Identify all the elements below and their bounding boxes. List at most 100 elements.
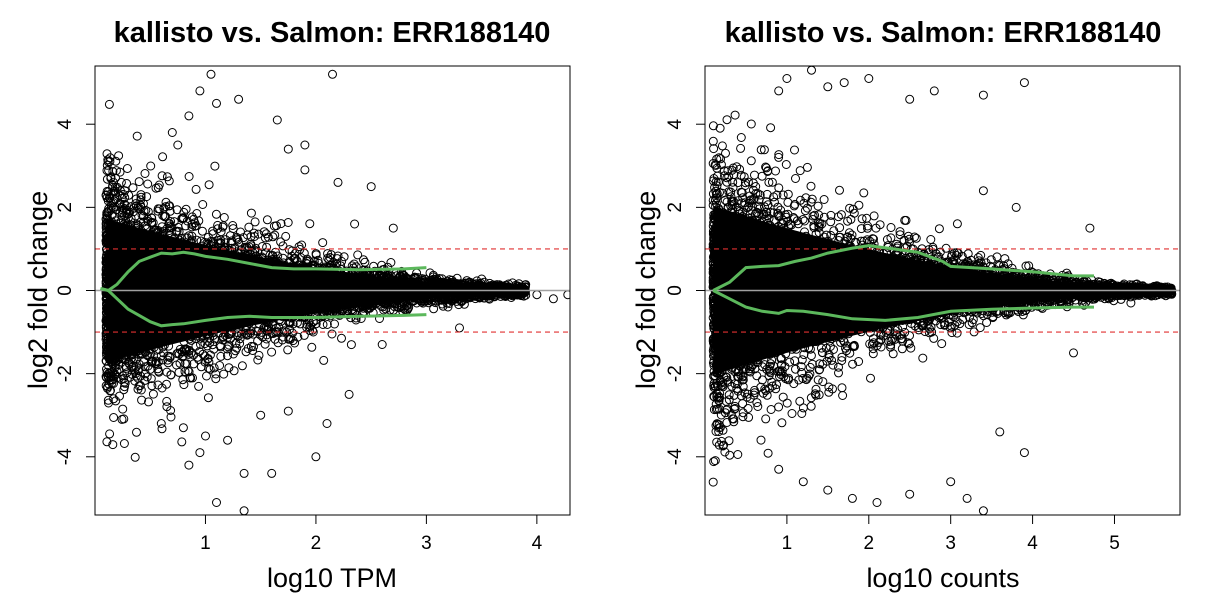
data-point xyxy=(346,340,356,350)
data-point xyxy=(110,360,120,370)
data-point xyxy=(164,226,174,235)
data-point xyxy=(116,202,126,212)
data-point xyxy=(102,437,112,447)
data-point xyxy=(104,99,114,109)
data-point xyxy=(392,302,402,311)
data-point xyxy=(215,361,225,370)
data-point xyxy=(114,151,124,161)
data-point xyxy=(117,414,127,424)
data-point xyxy=(162,223,172,233)
data-point xyxy=(211,374,221,384)
data-point xyxy=(276,219,286,229)
data-point xyxy=(121,363,131,373)
scatter-points xyxy=(101,69,570,515)
data-point xyxy=(108,181,118,190)
data-point xyxy=(108,167,118,177)
data-point xyxy=(425,268,435,278)
data-point xyxy=(175,358,185,368)
data-point xyxy=(262,215,272,225)
data-point xyxy=(297,240,307,250)
data-point xyxy=(132,427,141,437)
panel-left: kallisto vs. Salmon: ERR188140 log10 TPM… xyxy=(23,17,571,593)
data-point xyxy=(102,166,112,176)
data-point xyxy=(210,161,220,171)
data-point xyxy=(109,394,119,404)
data-point xyxy=(243,245,253,255)
data-point xyxy=(200,351,210,361)
data-point xyxy=(249,228,259,238)
data-point xyxy=(381,304,391,314)
data-point xyxy=(299,330,309,340)
data-point xyxy=(102,160,112,170)
data-point xyxy=(103,395,113,405)
data-point xyxy=(311,250,321,260)
data-point xyxy=(241,347,251,357)
data-point xyxy=(105,386,115,396)
data-point xyxy=(177,214,187,224)
data-point xyxy=(154,367,164,377)
data-point xyxy=(128,183,138,193)
data-point xyxy=(209,334,219,344)
data-point xyxy=(184,367,194,377)
data-point xyxy=(157,424,167,434)
data-point xyxy=(181,204,191,214)
data-point xyxy=(194,381,204,391)
data-point xyxy=(302,320,312,330)
data-point xyxy=(306,321,316,331)
data-point xyxy=(174,227,184,236)
data-point xyxy=(118,404,128,414)
data-point xyxy=(184,231,194,241)
data-point xyxy=(283,345,293,355)
data-point xyxy=(203,354,213,364)
data-point xyxy=(205,364,215,374)
data-point xyxy=(322,320,332,329)
data-point xyxy=(216,351,226,361)
data-point xyxy=(281,231,291,241)
data-point xyxy=(166,412,176,422)
data-point xyxy=(134,177,144,187)
data-point xyxy=(189,214,199,224)
data-point xyxy=(173,348,183,358)
data-point xyxy=(246,208,256,218)
data-point xyxy=(136,385,146,395)
data-point xyxy=(386,258,396,267)
data-point xyxy=(196,340,205,349)
data-point xyxy=(132,131,142,141)
data-point xyxy=(164,176,174,186)
data-point xyxy=(520,284,530,294)
data-point xyxy=(102,174,112,184)
data-point xyxy=(294,242,304,252)
data-point xyxy=(403,304,413,314)
data-point xyxy=(244,222,254,232)
data-point xyxy=(203,393,213,403)
data-point xyxy=(111,166,121,176)
data-point xyxy=(162,396,172,406)
data-point xyxy=(360,257,370,267)
data-point xyxy=(437,274,447,284)
data-point xyxy=(216,235,226,245)
data-point xyxy=(104,204,114,214)
data-point xyxy=(179,380,189,390)
data-point xyxy=(349,259,359,269)
data-point xyxy=(166,217,176,226)
data-point xyxy=(142,192,152,202)
data-point xyxy=(224,363,234,373)
data-point xyxy=(250,247,260,256)
chart-title: kallisto vs. Salmon: ERR188140 xyxy=(114,17,551,49)
data-point xyxy=(202,371,211,381)
data-point xyxy=(219,213,229,222)
data-point xyxy=(146,374,156,384)
data-point xyxy=(379,305,389,315)
y-axis-label: log2 fold change xyxy=(23,191,53,389)
data-point xyxy=(131,199,141,209)
data-point xyxy=(147,357,157,367)
data-point xyxy=(165,353,175,363)
data-point xyxy=(171,227,181,236)
data-point xyxy=(181,221,191,231)
data-point xyxy=(204,180,214,190)
data-point xyxy=(260,339,270,349)
data-point xyxy=(140,362,150,372)
data-point xyxy=(198,200,208,209)
data-point xyxy=(161,197,171,207)
